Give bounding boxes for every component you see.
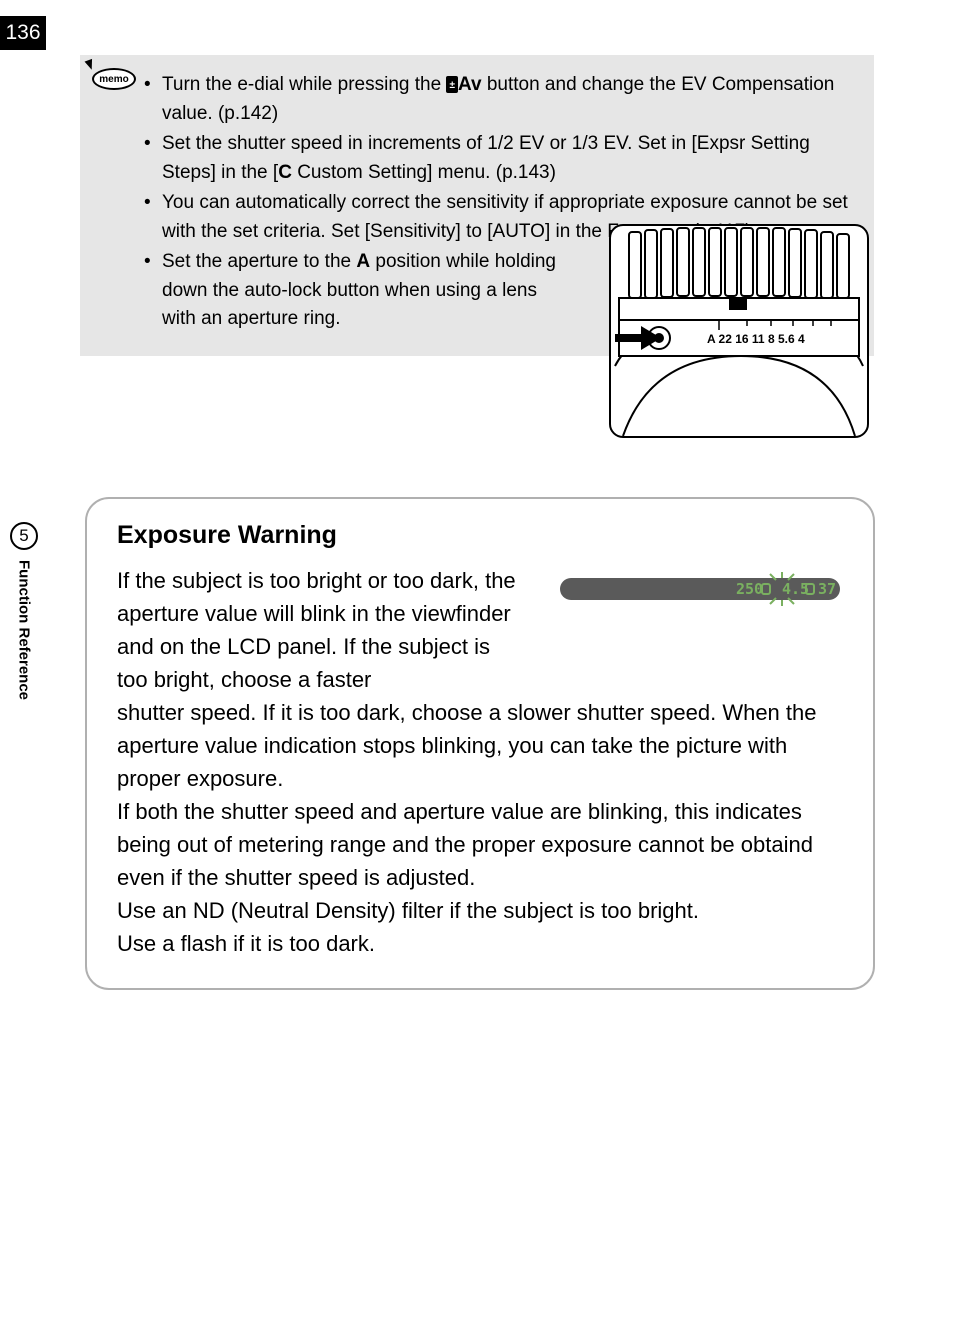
memo-item-4: Set the aperture to the A position while…: [144, 248, 560, 334]
av-label: Av: [458, 71, 482, 100]
viewfinder-lcd-diagram: 250 4.5 37: [560, 570, 840, 614]
custom-c-icon: C: [278, 162, 292, 183]
exposure-warning-p4: Use a flash if it is too dark.: [117, 927, 843, 960]
lens-aperture-diagram: A 22 16 11 8 5.6 4: [609, 224, 869, 438]
memo-item-1-pre: Turn the e-dial while pressing the: [162, 74, 446, 95]
aperture-scale-text: A 22 16 11 8 5.6 4: [707, 332, 861, 346]
memo-item-1: Turn the e-dial while pressing the Av bu…: [144, 71, 854, 128]
page-number: 136: [0, 16, 46, 50]
exposure-warning-p3: Use an ND (Neutral Density) filter if th…: [117, 894, 843, 927]
chapter-label: Function Reference: [16, 560, 33, 700]
memo-item-4-pre: Set the aperture to the: [162, 251, 356, 272]
exposure-warning-body: If the subject is too bright or too dark…: [117, 564, 843, 960]
memo-item-2: Set the shutter speed in increments of 1…: [144, 130, 854, 187]
av-compensation-icon: [446, 76, 458, 93]
lcd-readout-250: 250: [736, 580, 763, 598]
lcd-readout-37: 37: [818, 580, 836, 598]
exposure-warning-p1-wide: shutter speed. If it is too dark, choose…: [117, 696, 843, 795]
exposure-warning-p2: If both the shutter speed and aperture v…: [117, 795, 843, 894]
memo-item-2-post: Custom Setting] menu. (p.143): [292, 162, 556, 183]
exposure-warning-p1-narrow: If the subject is too bright or too dark…: [117, 564, 517, 696]
exposure-warning-title: Exposure Warning: [117, 521, 843, 550]
side-tab: 5 Function Reference: [0, 522, 48, 700]
lcd-svg: 250 4.5 37: [560, 570, 840, 614]
aperture-a-icon: A: [356, 251, 370, 272]
lens-svg: [611, 226, 867, 436]
memo-badge-label: memo: [92, 68, 136, 90]
chapter-number-icon: 5: [10, 522, 38, 550]
memo-badge: memo: [86, 60, 136, 90]
